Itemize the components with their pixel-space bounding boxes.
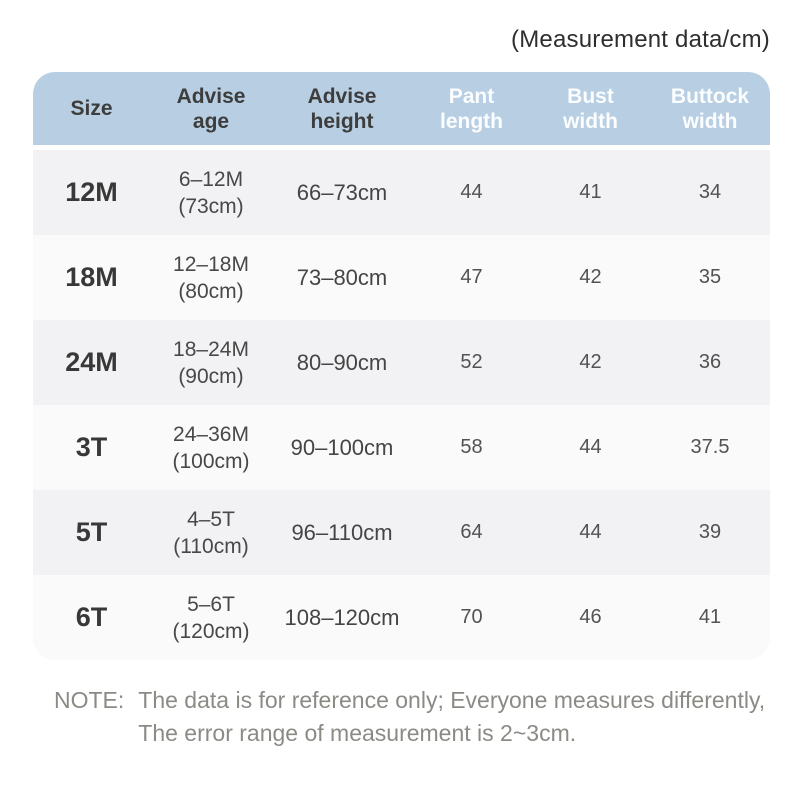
cell-bust-width: 44 [579, 521, 602, 543]
cell-advise-age: 5–6T (120cm) [172, 591, 249, 645]
cell-buttock-width: 34 [698, 181, 722, 203]
cell-buttock-width: 35 [698, 266, 722, 288]
cell-advise-height: 73–80cm [296, 264, 388, 290]
age-range: 5–6T [187, 592, 235, 616]
table-row-12m: 12M 6–12M (73cm) 66–73cm 44 41 34 [33, 150, 770, 235]
cell-advise-age: 4–5T (110cm) [173, 506, 248, 560]
cell-advise-age: 12–18M (80cm) [173, 251, 249, 305]
cell-bust-width: 42 [579, 266, 602, 288]
cell-bust-width: 46 [579, 606, 602, 628]
page-title: (Measurement data/cm) [511, 26, 770, 53]
cell-buttock-width: 36 [698, 351, 722, 373]
cell-size: 18M [65, 262, 118, 292]
cell-pant-length: 52 [460, 351, 483, 373]
age-range: 4–5T [187, 507, 235, 531]
cell-buttock-width: 37.5 [690, 436, 730, 458]
note-label: NOTE: [54, 687, 125, 713]
cell-size: 6T [75, 602, 108, 632]
cell-advise-age: 6–12M (73cm) [178, 166, 243, 220]
cell-size: 12M [65, 177, 118, 207]
header-label: height [310, 109, 374, 133]
header-cell-advise-age: Advise age [150, 72, 272, 145]
header-label: width [563, 109, 618, 133]
age-range: 12–18M [173, 252, 249, 276]
age-height: (73cm) [178, 194, 244, 218]
header-cell-bust-width: Bust width [531, 72, 650, 145]
age-range: 6–12M [178, 167, 244, 191]
cell-buttock-width: 41 [698, 606, 722, 628]
cell-advise-age: 18–24M (90cm) [173, 336, 249, 390]
cell-advise-height: 96–110cm [291, 519, 393, 545]
cell-bust-width: 41 [579, 181, 602, 203]
cell-pant-length: 70 [460, 606, 483, 628]
cell-bust-width: 44 [579, 436, 602, 458]
table-row-24m: 24M 18–24M (90cm) 80–90cm 52 42 36 [33, 320, 770, 405]
header-label: width [682, 109, 738, 133]
table-row-18m: 18M 12–18M (80cm) 73–80cm 47 42 35 [33, 235, 770, 320]
note-line-1: The data is for reference only; Everyone… [138, 687, 766, 713]
header-label: Bust [567, 84, 614, 108]
header-label: length [440, 109, 503, 133]
cell-advise-height: 80–90cm [296, 349, 388, 375]
header-cell-buttock-width: Buttock width [650, 72, 770, 145]
note-line-2: The error range of measurement is 2~3cm. [138, 720, 577, 746]
cell-size: 3T [75, 432, 108, 462]
age-height: (80cm) [178, 279, 244, 303]
note-text: The data is for reference only; Everyone… [138, 684, 765, 750]
header-label: age [192, 109, 230, 133]
cell-pant-length: 44 [460, 181, 483, 203]
header-cell-pant-length: Pant length [412, 72, 531, 145]
age-height: (90cm) [178, 364, 244, 388]
table-header: Size Advise age Advise height Pant lengt… [33, 72, 770, 145]
cell-bust-width: 42 [579, 351, 602, 373]
cell-size: 5T [75, 517, 108, 547]
header-label: Pant [448, 84, 495, 108]
table-row-5t: 5T 4–5T (110cm) 96–110cm 64 44 39 [33, 490, 770, 575]
cell-advise-height: 90–100cm [290, 434, 394, 460]
cell-pant-length: 64 [460, 521, 483, 543]
age-height: (120cm) [172, 619, 250, 643]
header-cell-size: Size [33, 72, 150, 145]
cell-buttock-width: 39 [698, 521, 722, 543]
age-height: (100cm) [172, 449, 250, 473]
age-height: (110cm) [173, 534, 249, 558]
cell-advise-height: 66–73cm [296, 179, 388, 205]
cell-advise-height: 108–120cm [284, 604, 400, 630]
table-row-3t: 3T 24–36M (100cm) 90–100cm 58 44 37.5 [33, 405, 770, 490]
cell-pant-length: 47 [460, 266, 483, 288]
header-label: Size [70, 97, 113, 120]
header-label: Buttock [670, 84, 750, 108]
header-label: Advise [307, 84, 377, 108]
cell-size: 24M [65, 347, 118, 377]
age-range: 18–24M [173, 337, 249, 361]
cell-pant-length: 58 [460, 436, 483, 458]
table-row-6t: 6T 5–6T (120cm) 108–120cm 70 46 41 [33, 575, 770, 660]
cell-advise-age: 24–36M (100cm) [172, 421, 249, 475]
header-cell-advise-height: Advise height [272, 72, 412, 145]
age-range: 24–36M [173, 422, 249, 446]
header-label: Advise [176, 84, 246, 108]
table-body: 12M 6–12M (73cm) 66–73cm 44 41 34 18M 12… [33, 150, 770, 660]
note: NOTE: The data is for reference only; Ev… [54, 684, 765, 750]
size-table: Size Advise age Advise height Pant lengt… [33, 72, 770, 660]
